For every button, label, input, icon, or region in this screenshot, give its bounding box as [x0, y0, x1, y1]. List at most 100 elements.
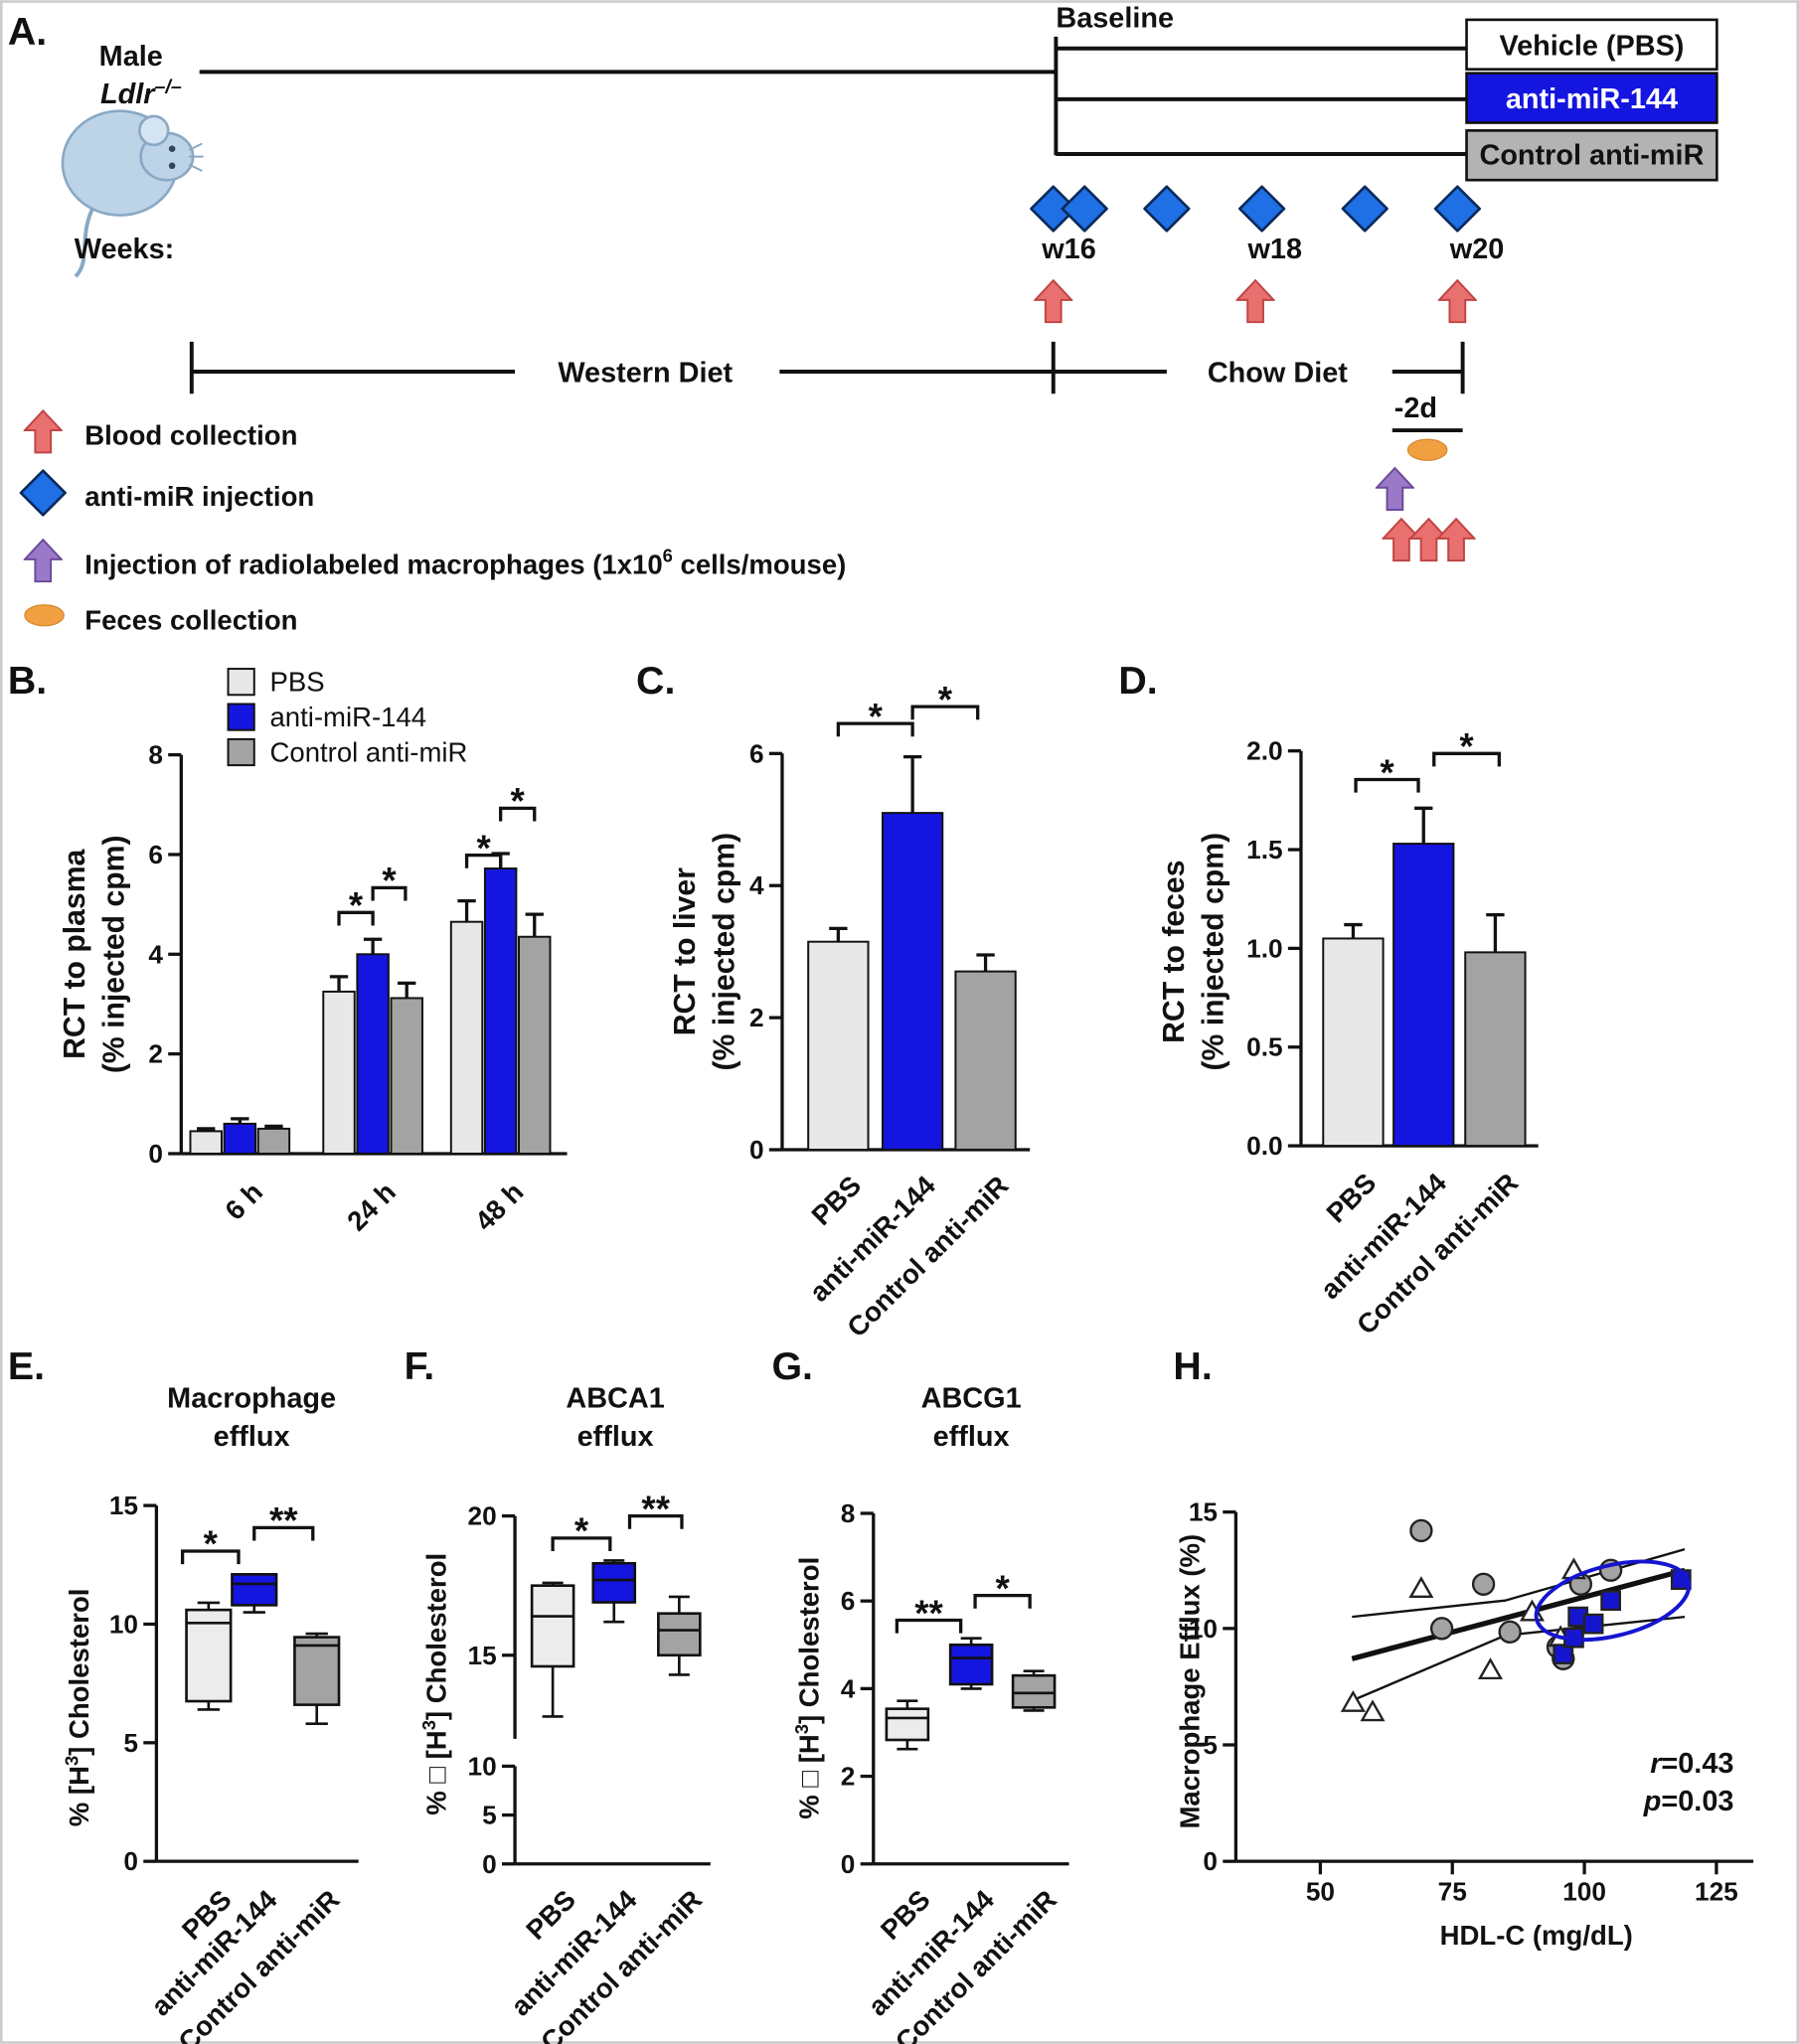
legend-swatch [227, 737, 255, 767]
label: Baseline [1056, 3, 1174, 35]
y-tick-label: 2 [841, 1762, 856, 1792]
strain-sup: –/– [154, 76, 181, 97]
significance-label: * [938, 679, 953, 719]
significance-bracket [371, 885, 408, 901]
chart-title: efflux [577, 1421, 654, 1453]
panel-label: B. [8, 659, 47, 703]
legend-sup: 6 [663, 546, 673, 566]
box [185, 1608, 233, 1703]
label: Male [99, 41, 163, 73]
y-axis-label: (% injected cpm) [1197, 833, 1229, 1071]
significance-bracket [1432, 751, 1501, 767]
strain: Ldlr [100, 79, 156, 110]
group-box [1465, 18, 1718, 72]
panel-label: D. [1118, 659, 1157, 703]
chart-title: efflux [933, 1421, 1010, 1453]
box [1011, 1673, 1057, 1709]
y-axis-label: (% injected cpm) [708, 833, 740, 1071]
bar [807, 940, 870, 1152]
stat-value: =0.03 [1661, 1786, 1733, 1817]
y-label-text: ] Cholesterol [794, 1557, 825, 1724]
significance-bracket [895, 1618, 963, 1634]
x-axis-label: HDL-C (mg/dL) [1440, 1920, 1633, 1951]
mouse-icon [61, 109, 204, 278]
stat-label: p=0.03 [1643, 1786, 1734, 1817]
y-label-sup: 3 [791, 1724, 812, 1734]
bar [189, 1130, 223, 1155]
x-tick-label: 50 [1306, 1877, 1335, 1907]
y-tick-label: 5 [1203, 1730, 1218, 1760]
y-tick-label: 0 [482, 1849, 497, 1879]
bar [1392, 843, 1455, 1148]
y-axis-label: % □ [H3] Cholesterol [791, 1557, 824, 1819]
significance-label: * [204, 1523, 219, 1564]
stat-symbol: r [1650, 1748, 1663, 1780]
legend-label: Blood collection [84, 419, 297, 450]
bar [1464, 951, 1527, 1148]
y-axis-label: % □ [H3] Cholesterol [418, 1553, 451, 1815]
significance-label: * [1459, 726, 1474, 767]
bar [449, 920, 484, 1155]
significance-bracket [180, 1549, 241, 1565]
y-tick-label: 15 [1189, 1497, 1218, 1527]
confidence-band [1352, 1548, 1686, 1619]
chart-title: ABCG1 [921, 1383, 1022, 1415]
point [1429, 1617, 1454, 1641]
legend-text: Injection of radiolabeled macrophages (1… [84, 549, 662, 579]
group-label: Vehicle (PBS) [1499, 30, 1684, 62]
significance-label: * [995, 1568, 1010, 1609]
y-axis-label: RCT to feces [1158, 861, 1191, 1043]
diet-label: Chow Diet [1208, 358, 1348, 390]
point [1553, 1644, 1574, 1664]
box [293, 1636, 341, 1706]
y-tick-label: 0.5 [1246, 1032, 1282, 1062]
y-tick-label: 2 [749, 1003, 764, 1032]
significance-label: * [574, 1510, 589, 1551]
study-design [189, 36, 1467, 433]
point [1471, 1572, 1496, 1596]
label: Ldlr–/– [100, 76, 182, 109]
significance-label: ** [914, 1593, 943, 1634]
y-tick-label: 8 [148, 740, 163, 770]
y-tick-label: 0 [841, 1849, 856, 1879]
bar [518, 935, 552, 1155]
legend-label: Control anti-miR [269, 737, 467, 768]
bar [256, 1127, 291, 1155]
chart-title: Macrophage [167, 1383, 336, 1415]
y-label-text: % □ [H [421, 1730, 452, 1814]
significance-label: ** [641, 1489, 670, 1529]
y-tick-label: 4 [749, 870, 764, 900]
diet-label: Western Diet [558, 358, 733, 390]
bar [390, 997, 423, 1155]
box [231, 1573, 278, 1607]
y-tick-label: 0.0 [1246, 1131, 1282, 1161]
bar [954, 970, 1017, 1152]
box [885, 1707, 930, 1742]
stat-value: =0.43 [1661, 1748, 1733, 1780]
y-tick-label: 10 [468, 1751, 497, 1781]
significance-label: * [1380, 752, 1394, 793]
y-tick-label: 10 [1189, 1614, 1218, 1644]
regression-line [1351, 1567, 1686, 1661]
week-label: w20 [1449, 234, 1505, 265]
significance-label: * [382, 861, 397, 901]
y-label-sup: 3 [62, 1756, 82, 1766]
group-box [1465, 129, 1718, 182]
legend-text: cells/mouse) [673, 549, 846, 579]
bar [356, 953, 390, 1155]
interval-label: -2d [1394, 393, 1437, 424]
y-tick-label: 5 [123, 1728, 138, 1758]
y-label-text: % □ [H [794, 1734, 825, 1818]
panel-label: C. [636, 659, 675, 703]
significance-bracket [1354, 777, 1420, 793]
y-tick-label: 4 [148, 939, 163, 969]
box [948, 1643, 994, 1686]
significance-bracket [627, 1513, 684, 1529]
y-axis-label: (% injected cpm) [98, 835, 131, 1073]
y-tick-label: 5 [482, 1801, 497, 1830]
bar [1322, 937, 1385, 1148]
bar [881, 812, 944, 1152]
significance-bracket [337, 910, 375, 926]
y-tick-label: 2.0 [1246, 736, 1282, 766]
panel-label: A. [8, 10, 47, 54]
